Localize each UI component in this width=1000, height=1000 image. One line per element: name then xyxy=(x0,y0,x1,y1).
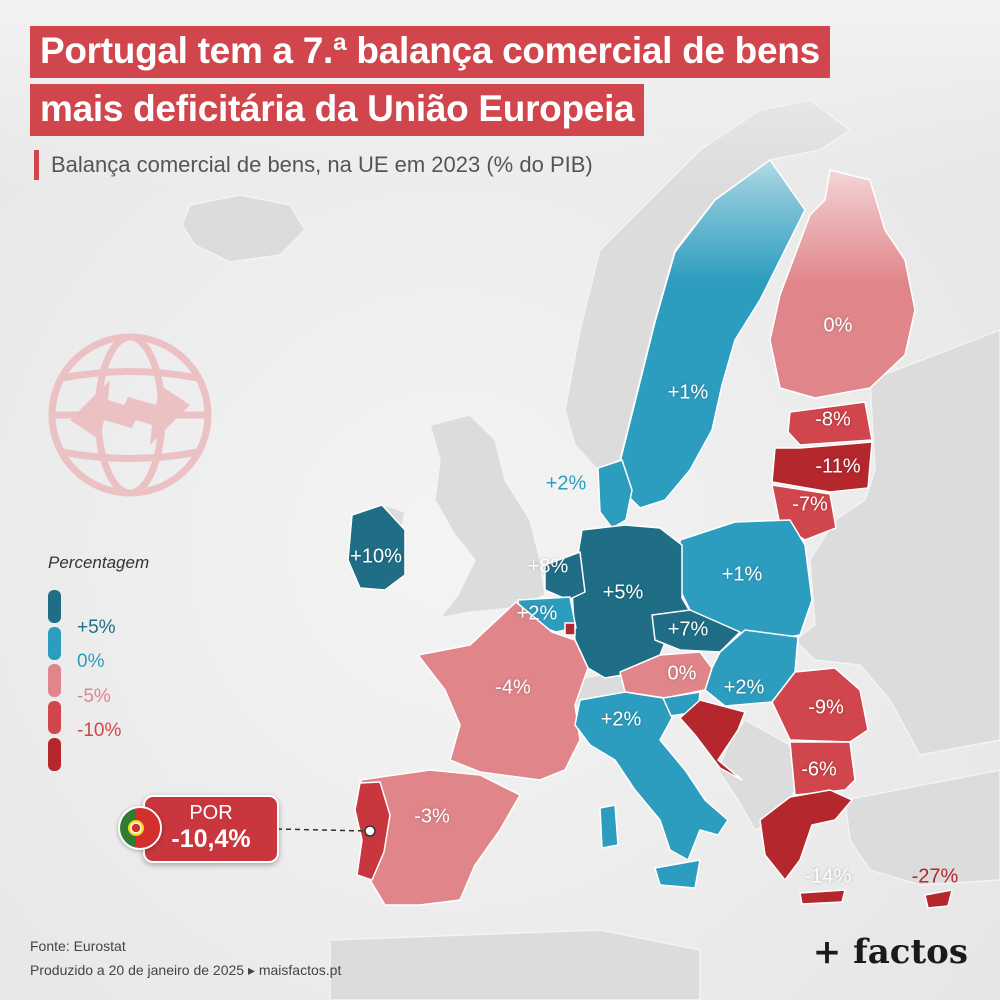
label-austria: 0% xyxy=(667,662,697,685)
brand-logo: + factos xyxy=(812,932,968,972)
portugal-callout-code: POR xyxy=(189,802,233,824)
legend-label-plus5: +5% xyxy=(77,617,116,638)
sicily-shape xyxy=(654,859,701,889)
iceland xyxy=(181,194,306,263)
greece-shape xyxy=(759,789,853,881)
non-eu-land xyxy=(181,99,1000,1000)
luxembourg-shape xyxy=(564,622,576,636)
label-ireland: +10% xyxy=(350,545,402,568)
legend-swatch-plus5 xyxy=(48,590,61,623)
label-finland: 0% xyxy=(823,314,853,337)
sweden-shape xyxy=(619,159,806,509)
title-line-1: Portugal tem a 7.ª balança comercial de … xyxy=(30,26,830,78)
estonia-shape xyxy=(787,401,873,446)
legend-swatch-0 xyxy=(48,627,61,660)
label-denmark: +2% xyxy=(545,472,587,495)
legend-swatch-minus5 xyxy=(48,664,61,697)
portugal-flag-icon xyxy=(118,806,162,850)
label-lithuania: -7% xyxy=(792,493,828,516)
legend-label-minus5: -5% xyxy=(77,686,111,707)
legend-label-minus10: -10% xyxy=(77,720,122,741)
bulgaria-shape xyxy=(789,741,856,796)
sardinia-shape xyxy=(599,804,619,849)
legend-label-0: 0% xyxy=(77,651,105,672)
russia-belarus-ukraine xyxy=(793,329,1000,756)
label-spain: -3% xyxy=(414,805,450,828)
label-romania: -9% xyxy=(808,696,844,719)
label-cyprus: -27% xyxy=(911,865,959,888)
label-estonia: -8% xyxy=(815,408,851,431)
label-italy: +2% xyxy=(600,708,642,731)
romania-shape xyxy=(771,667,869,743)
turkey xyxy=(844,769,1000,886)
north-africa xyxy=(329,929,701,1000)
great-britain xyxy=(429,414,546,620)
label-czechia: +7% xyxy=(667,618,709,641)
ireland-shape xyxy=(347,504,406,591)
netherlands-shape xyxy=(544,551,586,601)
label-latvia: -11% xyxy=(815,455,861,478)
trade-arrows-icon xyxy=(70,380,190,445)
label-france: -4% xyxy=(495,676,531,699)
label-bulgaria: -6% xyxy=(801,758,837,781)
subtitle: Balança comercial de bens, na UE em 2023… xyxy=(34,150,593,180)
portugal-callout-value: -10,4% xyxy=(171,825,251,853)
label-slovakia-hungary: +2% xyxy=(723,676,765,699)
crete-shape xyxy=(799,889,846,905)
label-sweden: +1% xyxy=(667,381,709,404)
latvia-shape xyxy=(771,441,873,493)
finland-shape xyxy=(769,169,916,399)
footer-source: Fonte: Eurostat xyxy=(30,938,126,954)
portugal-connector xyxy=(276,828,369,832)
footer-produced: Produzido a 20 de janeiro de 2025 ▸ mais… xyxy=(30,962,342,978)
label-netherlands: +8% xyxy=(527,555,569,578)
italy-shape xyxy=(574,691,729,861)
label-germany: +5% xyxy=(602,581,644,604)
croatia-shape xyxy=(679,699,746,781)
cyprus-shape xyxy=(924,889,953,909)
legend-title: Percentagem xyxy=(48,553,150,572)
title-line-2: mais deficitária da União Europeia xyxy=(30,84,645,136)
portugal-callout: POR -10,4% xyxy=(143,795,279,863)
label-greece: -14% xyxy=(804,865,852,888)
label-belgium: +2% xyxy=(516,602,558,625)
denmark-shape xyxy=(597,459,633,529)
france-shape xyxy=(417,601,589,781)
legend-swatch-below xyxy=(48,738,61,771)
legend-swatch-minus10 xyxy=(48,701,61,734)
label-poland: +1% xyxy=(721,563,763,586)
portugal-marker xyxy=(364,825,376,837)
